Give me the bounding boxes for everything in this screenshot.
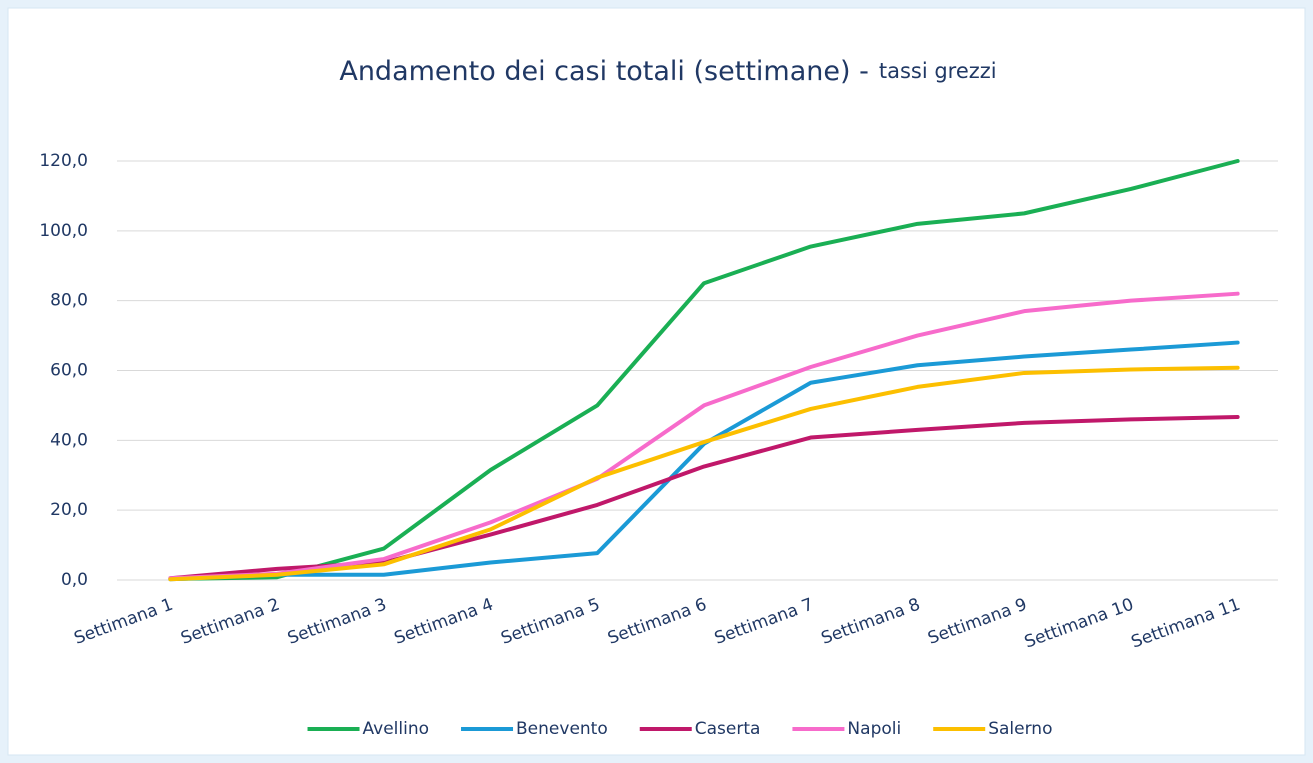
series-line xyxy=(168,291,1240,581)
y-tick-label: 40,0 xyxy=(50,430,88,450)
legend-label: Napoli xyxy=(847,719,901,739)
chart-title: Andamento dei casi totali (settimane) - xyxy=(339,56,869,87)
chart-subtitle: tassi grezzi xyxy=(879,59,997,83)
legend-label: Avellino xyxy=(363,719,430,739)
legend: Avellino Benevento Caserta Napoli Salerno xyxy=(307,719,1052,739)
legend-label: Benevento xyxy=(516,719,608,739)
chart-title-line: Andamento dei casi totali (settimane) - t… xyxy=(339,56,996,87)
y-tick-label: 60,0 xyxy=(50,361,88,381)
series-line xyxy=(168,365,1240,582)
y-tick-label: 120,0 xyxy=(39,151,88,171)
y-tick-label: 0,0 xyxy=(61,570,88,590)
y-tick-label: 100,0 xyxy=(39,221,88,241)
y-tick-label: 80,0 xyxy=(50,291,88,311)
chart-area xyxy=(7,7,1306,756)
legend-label: Salerno xyxy=(988,719,1052,739)
legend-label: Caserta xyxy=(695,719,761,739)
series-line xyxy=(168,159,1240,581)
y-tick-label: 20,0 xyxy=(50,500,88,520)
